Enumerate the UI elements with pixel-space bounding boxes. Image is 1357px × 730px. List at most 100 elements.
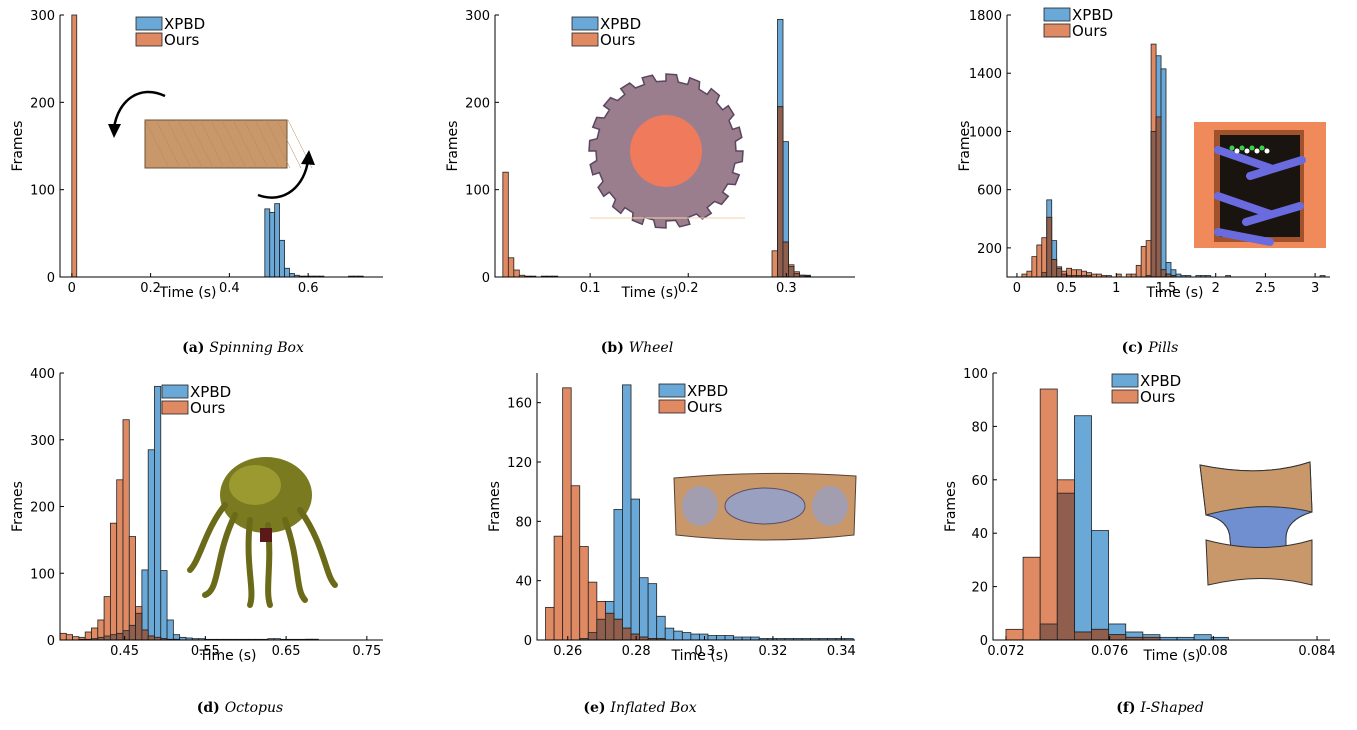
x-tick-label: 0.072 — [987, 644, 1024, 659]
x-tick-label: 0.1 — [580, 281, 601, 296]
y-tick-label: 1400 — [969, 67, 1002, 82]
ours-bar — [579, 546, 589, 641]
ours-bar — [109, 522, 118, 641]
ours-bar — [72, 636, 80, 641]
panel-c: 0 0.5 1 1.5 2 2.5 3 200 600 1000 1400 1800 Time (s) F… — [957, 6, 1330, 356]
legend-label: Ours — [1140, 388, 1175, 406]
overlap-bar — [793, 273, 800, 278]
x-tick-label: 0.076 — [1091, 644, 1128, 659]
legend-swatch — [1111, 373, 1139, 388]
overlap-bar — [1041, 272, 1048, 278]
xpbd-bar — [639, 577, 649, 641]
ours-bar — [507, 257, 515, 278]
spinning-box-illustration — [108, 90, 315, 199]
legend-label: XPBD — [164, 15, 205, 33]
legend-swatch — [161, 384, 189, 399]
y-axis-label: Frames — [943, 481, 959, 532]
ours-bar — [103, 596, 111, 641]
legend-swatch — [161, 400, 189, 415]
y-tick-label: 100 — [30, 184, 55, 199]
x-tick-label: 3 — [1311, 281, 1319, 296]
y-axis-label: Frames — [10, 121, 26, 172]
y-tick-label: 40 — [515, 575, 532, 590]
ours-bar — [545, 606, 555, 641]
y-tick-label: 100 — [963, 367, 988, 382]
y-tick-label: 60 — [971, 474, 988, 489]
ours-bar — [771, 250, 778, 278]
y-tick-label: 0 — [524, 634, 532, 649]
ours-bar — [1135, 264, 1142, 278]
legend-swatch — [135, 32, 163, 47]
overlap-bar — [630, 633, 640, 641]
xpbd-bar — [716, 635, 726, 641]
x-tick-label: 0.3 — [776, 281, 797, 296]
x-tick-label: 0.2 — [678, 281, 699, 296]
y-tick-label: 100 — [465, 184, 490, 199]
legend-label: Ours — [687, 398, 722, 416]
legend-label: XPBD — [687, 382, 728, 400]
overlap-bar — [596, 618, 606, 641]
x-tick-label: 0.3 — [694, 644, 715, 659]
panel-caption: (d) Octopus — [197, 700, 283, 716]
wheel-illustration — [588, 73, 745, 229]
overlap-bar — [1046, 216, 1053, 278]
y-tick-label: 80 — [515, 515, 532, 530]
panel-f: 0.072 0.076 0.08 0.084 0 20 40 60 80 100 Time (s) F… — [943, 367, 1336, 716]
y-tick-label: 300 — [30, 434, 55, 449]
x-tick-label: 0.28 — [622, 644, 651, 659]
xpbd-bar — [279, 239, 285, 278]
legend-label: XPBD — [1072, 6, 1113, 24]
y-tick-label: 20 — [971, 581, 988, 596]
y-tick-label: 300 — [30, 9, 55, 24]
legend-swatch — [571, 16, 599, 31]
ours-bar — [122, 419, 130, 641]
x-axis-label: Time (s) — [159, 285, 217, 301]
legend-label: XPBD — [190, 383, 231, 401]
x-tick-label: 2.5 — [1255, 281, 1276, 296]
x-tick-label: 1 — [1112, 281, 1120, 296]
ours-bar — [1026, 270, 1033, 278]
y-tick-label: 400 — [30, 367, 55, 382]
inflated-box-illustration — [673, 472, 857, 541]
y-tick-label: 40 — [971, 527, 988, 542]
overlap-bar — [587, 632, 598, 641]
i-shaped-illustration — [1199, 461, 1313, 586]
xpbd-bar — [264, 208, 271, 278]
overlap-bar — [109, 634, 118, 641]
ours-bar — [587, 581, 598, 641]
ours-bar — [116, 479, 124, 641]
ours-bar — [1140, 246, 1147, 278]
y-tick-label: 120 — [507, 456, 532, 471]
y-tick-label: 100 — [30, 567, 55, 582]
y-tick-label: 200 — [30, 501, 55, 516]
x-tick-label: 0.6 — [298, 281, 319, 296]
overlap-bar — [1155, 116, 1162, 278]
pills-illustration — [1194, 122, 1326, 248]
xpbd-bar — [724, 635, 735, 641]
legend-label: XPBD — [1140, 372, 1181, 390]
x-tick-label: 0.4 — [219, 281, 240, 296]
legend-label: Ours — [600, 31, 635, 49]
x-tick-label: 0.34 — [827, 644, 856, 659]
ours-bar — [502, 171, 509, 278]
ours-bar — [1031, 256, 1038, 278]
y-tick-label: 300 — [465, 9, 490, 24]
overlap-bar — [116, 632, 124, 641]
panel-caption: (c) Pills — [1122, 340, 1179, 356]
xpbd-bar — [1091, 530, 1110, 641]
xpbd-bar — [656, 615, 666, 641]
overlap-bar — [622, 627, 632, 641]
overlap-bar — [135, 612, 143, 641]
panel-e: 0.26 0.28 0.3 0.32 0.34 0 40 80 120 160 Time (s) Fr… — [487, 373, 856, 716]
panel-d: 0.45 0.55 0.65 0.75 0 100 200 300 400 Time (s) Fra… — [10, 367, 383, 716]
xpbd-bar — [681, 632, 692, 641]
overlap-bar — [122, 630, 130, 641]
x-tick-label: 0.65 — [272, 644, 301, 659]
ours-bar — [65, 634, 73, 641]
ours-bar — [1022, 556, 1041, 641]
xpbd-bar — [1193, 634, 1212, 641]
xpbd-bar — [269, 211, 276, 278]
xpbd-bar — [274, 203, 281, 278]
overlap-bar — [777, 106, 784, 278]
